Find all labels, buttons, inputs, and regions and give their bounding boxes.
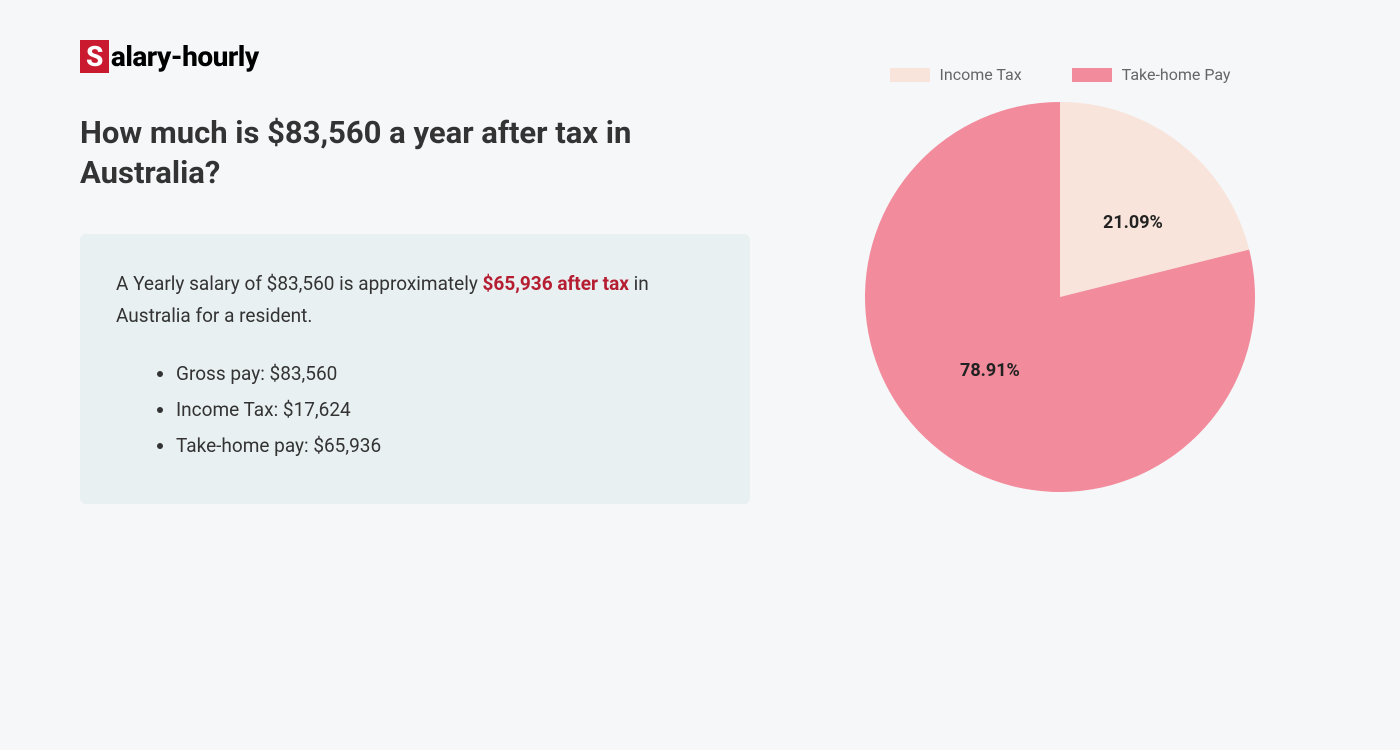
legend-label: Income Tax: [940, 65, 1022, 84]
list-item: Gross pay: $83,560: [176, 356, 714, 392]
summary-highlight: $65,936 after tax: [483, 272, 629, 295]
legend-item-take-home: Take-home Pay: [1072, 65, 1231, 84]
chart-legend: Income Tax Take-home Pay: [890, 65, 1231, 84]
summary-box: A Yearly salary of $83,560 is approximat…: [80, 234, 750, 505]
summary-text: A Yearly salary of $83,560 is approximat…: [116, 268, 714, 333]
list-item: Income Tax: $17,624: [176, 392, 714, 428]
logo-text: alary-hourly: [111, 40, 259, 73]
breakdown-list: Gross pay: $83,560 Income Tax: $17,624 T…: [116, 356, 714, 464]
legend-swatch: [890, 68, 930, 82]
logo-s-block: S: [80, 40, 109, 73]
legend-label: Take-home Pay: [1122, 65, 1231, 84]
pie-slice-label: 21.09%: [1103, 212, 1163, 233]
page-title: How much is $83,560 a year after tax in …: [80, 113, 750, 194]
legend-swatch: [1072, 68, 1112, 82]
pie-chart: 21.09% 78.91%: [865, 102, 1255, 492]
pie-slice-label: 78.91%: [960, 360, 1020, 381]
list-item: Take-home pay: $65,936: [176, 428, 714, 464]
site-logo: Salary-hourly: [80, 40, 750, 73]
legend-item-income-tax: Income Tax: [890, 65, 1022, 84]
summary-prefix: A Yearly salary of $83,560 is approximat…: [116, 272, 483, 295]
